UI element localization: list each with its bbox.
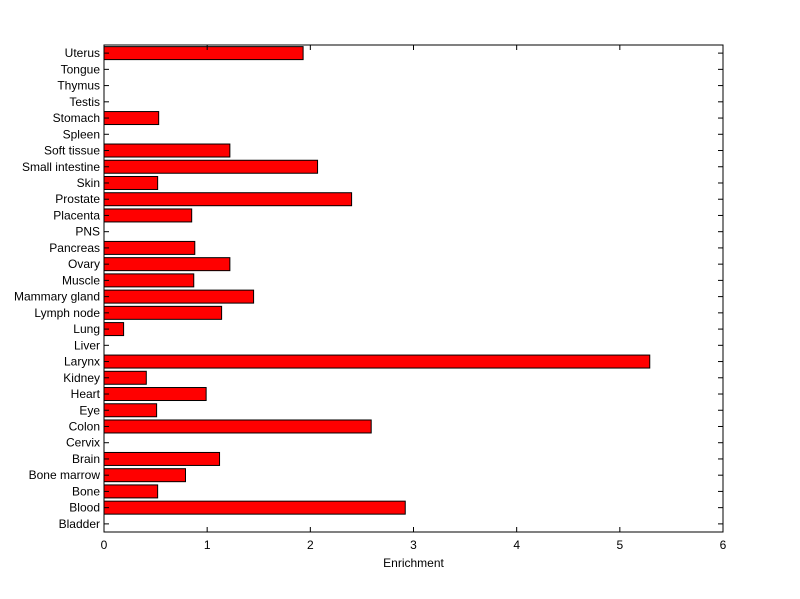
axes-frame — [103, 44, 724, 533]
bar-muscle — [103, 273, 195, 288]
y-tick-label: Pancreas — [49, 241, 100, 255]
x-tick-label: 6 — [720, 538, 727, 552]
bar-pancreas — [103, 240, 196, 255]
y-tick-label: Stomach — [53, 111, 100, 125]
y-tick-label: Thymus — [57, 79, 100, 93]
y-tick-label: Bone — [72, 484, 100, 498]
bar-lymph-node — [103, 305, 223, 320]
bar-stomach — [103, 111, 160, 126]
bar-bone-marrow — [103, 468, 187, 483]
y-tick-label: Soft tissue — [44, 144, 100, 158]
x-tick-label: 3 — [410, 538, 417, 552]
y-tick-label: Muscle — [62, 273, 100, 287]
y-tick-label: Ovary — [68, 257, 100, 271]
bar-eye — [103, 403, 158, 418]
y-tick-label: Cervix — [66, 436, 100, 450]
bar-ovary — [103, 257, 231, 272]
bar-uterus — [103, 46, 304, 61]
bar-prostate — [103, 192, 353, 207]
y-tick-label: Prostate — [55, 192, 100, 206]
y-tick-label: Uterus — [65, 46, 100, 60]
y-tick-label: Lymph node — [34, 306, 100, 320]
y-tick-label: Tongue — [61, 62, 101, 76]
bar-heart — [103, 387, 207, 402]
y-tick-label: Brain — [72, 452, 100, 466]
labels-group: Uterus Tongue Thymus Testis Stomach Spleen Sof… — [14, 46, 727, 552]
bar-placenta — [103, 208, 193, 223]
y-tick-label: Spleen — [63, 127, 100, 141]
x-axis-label: Enrichment — [383, 556, 444, 570]
y-tick-label: Small intestine — [22, 160, 100, 174]
bar-small-intestine — [103, 159, 319, 174]
x-tick-label: 4 — [513, 538, 520, 552]
y-tick-label: Eye — [79, 403, 100, 417]
bars-group — [103, 46, 651, 515]
x-tick-label: 0 — [101, 538, 108, 552]
bar-larynx — [103, 354, 651, 369]
y-tick-label: Mammary gland — [14, 290, 100, 304]
x-tick-label: 2 — [307, 538, 314, 552]
y-tick-label: Skin — [77, 176, 100, 190]
y-tick-label: Blood — [69, 501, 100, 515]
bar-bone — [103, 484, 159, 499]
bar-kidney — [103, 370, 147, 385]
y-tick-label: Heart — [71, 387, 101, 401]
y-tick-label: Placenta — [53, 208, 100, 222]
y-tick-label: Bladder — [59, 517, 100, 531]
y-tick-label: Larynx — [64, 355, 100, 369]
x-tick-label: 1 — [204, 538, 211, 552]
bar-soft-tissue — [103, 143, 231, 158]
bar-blood — [103, 500, 406, 515]
x-tick-label: 5 — [616, 538, 623, 552]
bar-mammary-gland — [103, 289, 255, 304]
bar-skin — [103, 175, 159, 190]
y-tick-label: PNS — [75, 225, 100, 239]
y-tick-label: Testis — [69, 95, 100, 109]
y-tick-label: Lung — [73, 322, 100, 336]
bar-colon — [103, 419, 372, 434]
y-tick-label: Kidney — [63, 371, 100, 385]
y-tick-label: Bone marrow — [29, 468, 101, 482]
y-tick-label: Liver — [74, 338, 100, 352]
y-tick-label: Colon — [69, 419, 100, 433]
bar-brain — [103, 451, 221, 466]
ticks-group — [103, 45, 724, 532]
